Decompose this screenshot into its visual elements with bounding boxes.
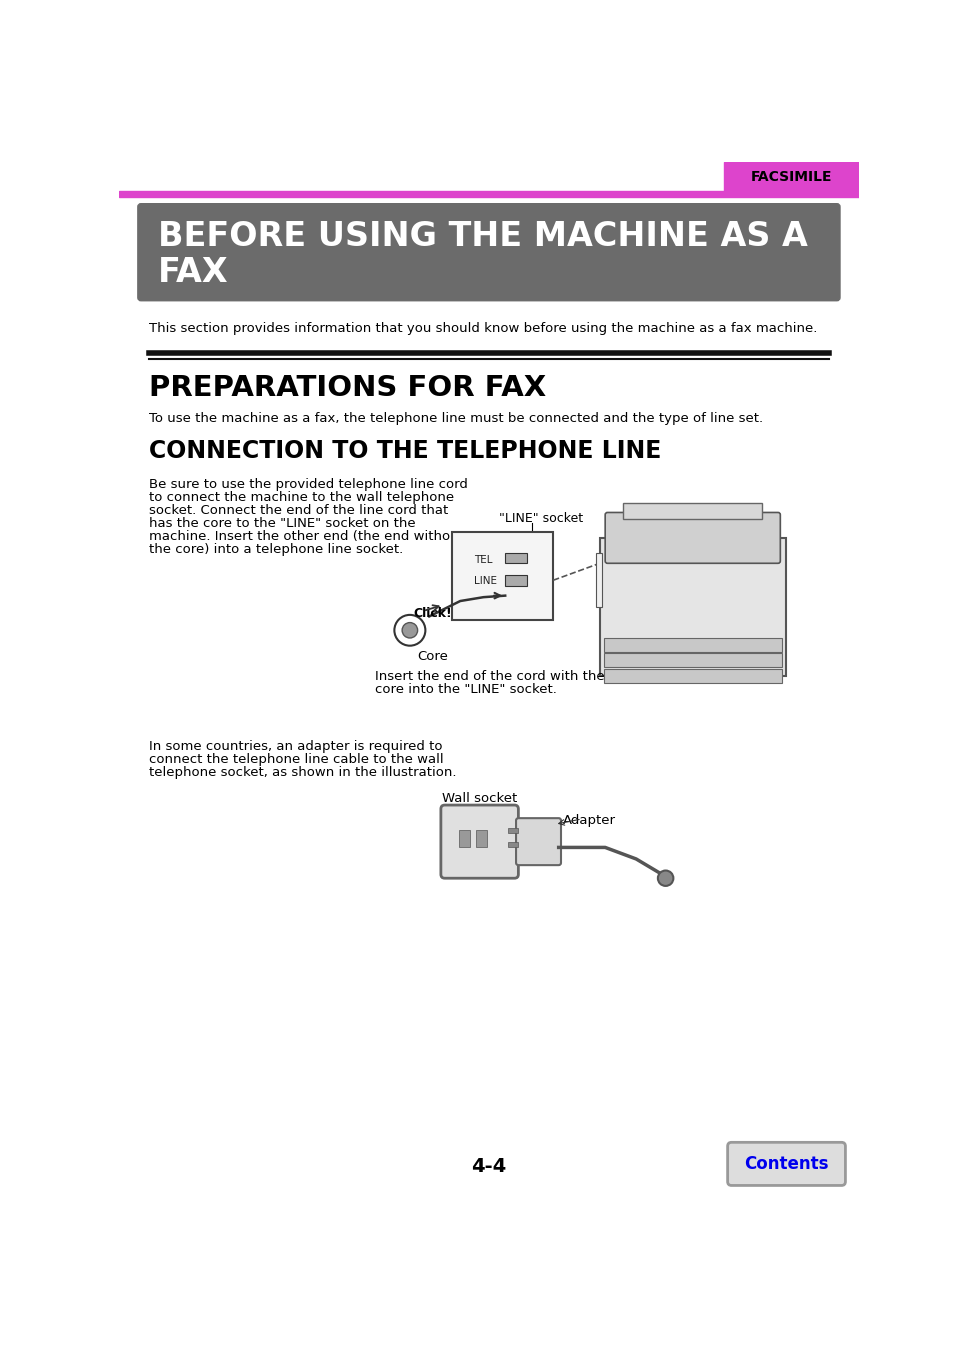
Bar: [476, 831, 486, 847]
Text: Wall socket: Wall socket: [441, 792, 517, 805]
Text: has the core to the "LINE" socket on the: has the core to the "LINE" socket on the: [149, 517, 415, 530]
Bar: [596, 554, 601, 607]
Text: Click!: Click!: [414, 607, 452, 620]
Bar: [119, 162, 858, 193]
Text: telephone socket, as shown in the illustration.: telephone socket, as shown in the illust…: [149, 766, 456, 778]
Text: Adapter: Adapter: [562, 815, 615, 827]
Bar: [452, 532, 553, 620]
Text: connect the telephone line cable to the wall: connect the telephone line cable to the …: [149, 753, 443, 766]
Bar: [603, 638, 781, 651]
Text: Core: Core: [417, 650, 448, 662]
Bar: [507, 828, 517, 832]
Bar: [599, 538, 785, 677]
Bar: [505, 574, 526, 585]
Text: In some countries, an adapter is required to: In some countries, an adapter is require…: [149, 739, 442, 753]
Text: To use the machine as a fax, the telephone line must be connected and the type o: To use the machine as a fax, the telepho…: [149, 412, 762, 426]
Text: Insert the end of the cord with the: Insert the end of the cord with the: [375, 670, 604, 684]
Text: FACSIMILE: FACSIMILE: [750, 170, 831, 184]
Text: Contents: Contents: [743, 1155, 828, 1173]
Text: CONNECTION TO THE TELEPHONE LINE: CONNECTION TO THE TELEPHONE LINE: [149, 439, 660, 463]
Text: the core) into a telephone line socket.: the core) into a telephone line socket.: [149, 543, 402, 557]
Bar: [505, 553, 526, 563]
Bar: [119, 192, 858, 197]
Bar: [603, 654, 781, 667]
Text: socket. Connect the end of the line cord that: socket. Connect the end of the line cord…: [149, 504, 448, 517]
Text: machine. Insert the other end (the end without: machine. Insert the other end (the end w…: [149, 530, 463, 543]
Circle shape: [658, 870, 673, 886]
Bar: [723, 162, 858, 192]
Circle shape: [402, 623, 417, 638]
Text: FAX: FAX: [158, 255, 229, 289]
Text: Be sure to use the provided telephone line cord: Be sure to use the provided telephone li…: [149, 478, 467, 490]
Bar: [603, 669, 781, 682]
Text: to connect the machine to the wall telephone: to connect the machine to the wall telep…: [149, 490, 454, 504]
Text: "LINE" socket: "LINE" socket: [498, 512, 582, 526]
FancyBboxPatch shape: [137, 204, 840, 301]
Text: TEL: TEL: [474, 555, 492, 565]
FancyBboxPatch shape: [516, 819, 560, 865]
Text: BEFORE USING THE MACHINE AS A: BEFORE USING THE MACHINE AS A: [158, 220, 807, 253]
Bar: [507, 842, 517, 847]
FancyBboxPatch shape: [440, 805, 517, 878]
Text: LINE: LINE: [474, 577, 497, 586]
FancyBboxPatch shape: [604, 512, 780, 563]
Text: 4-4: 4-4: [471, 1158, 506, 1177]
FancyBboxPatch shape: [727, 1143, 844, 1185]
Text: This section provides information that you should know before using the machine : This section provides information that y…: [149, 322, 816, 335]
Bar: [458, 831, 469, 847]
Bar: [622, 503, 761, 519]
Text: PREPARATIONS FOR FAX: PREPARATIONS FOR FAX: [149, 374, 545, 401]
Text: core into the "LINE" socket.: core into the "LINE" socket.: [375, 682, 557, 696]
